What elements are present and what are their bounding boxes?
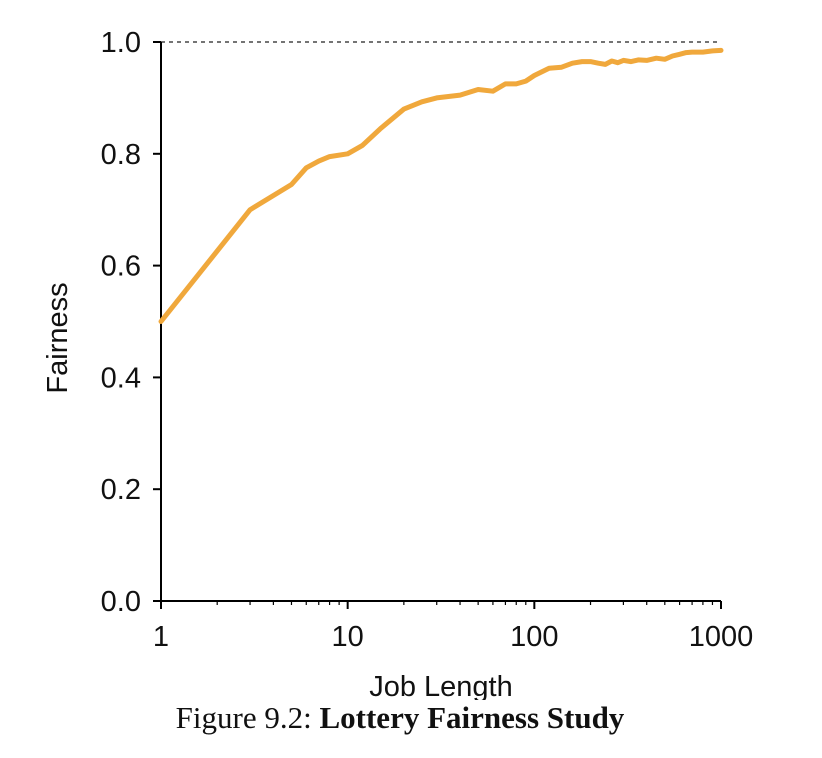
y-tick-label: 0.6 xyxy=(101,251,141,283)
x-tick-label: 1000 xyxy=(689,621,754,653)
x-tick-label: 1 xyxy=(153,621,169,653)
fairness-chart: 0.00.20.40.60.81.01 10 100 1000 Job Length … xyxy=(42,27,754,700)
axes xyxy=(153,41,722,609)
y-tick-label: 0.2 xyxy=(101,474,141,506)
series-layer xyxy=(158,47,724,324)
x-tick-label: 10 xyxy=(332,621,364,653)
y-axis-title: Fairness xyxy=(42,282,74,393)
y-tick-label: 0.4 xyxy=(101,362,141,394)
caption-title: Lottery Fairness Study xyxy=(319,700,625,735)
figure-caption: Figure 9.2: Lottery Fairness Study xyxy=(0,700,800,736)
y-tick-label: 1.0 xyxy=(101,27,141,59)
x-tick-label: 100 xyxy=(510,621,558,653)
fairness-line xyxy=(158,47,724,324)
y-tick-label: 0.0 xyxy=(101,586,141,618)
y-tick-label: 0.8 xyxy=(101,139,141,171)
x-axis-title: Job Length xyxy=(369,671,513,700)
tick-labels: 0.0 0.2 0.4 0.6 0.8 1.0 1 10 100 1000 xyxy=(101,27,754,653)
caption-prefix: Figure 9.2: xyxy=(175,700,312,735)
